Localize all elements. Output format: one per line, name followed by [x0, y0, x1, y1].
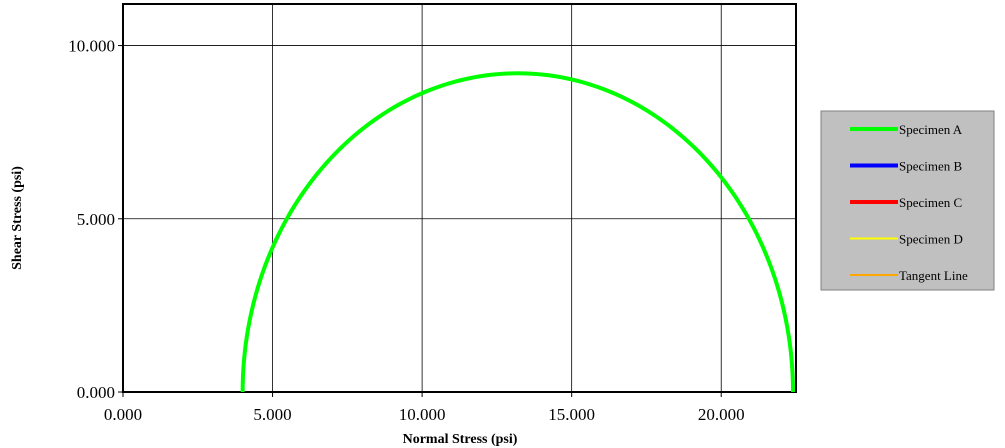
x-tick-label: 5.000	[253, 405, 291, 424]
y-tick-label: 5.000	[77, 210, 115, 229]
legend-label: Specimen B	[899, 159, 963, 174]
x-axis-ticks: 0.000 5.000 10.000 15.000 20.000	[104, 392, 745, 424]
x-axis-title: Normal Stress (psi)	[403, 432, 518, 447]
legend-label: Specimen A	[899, 122, 963, 137]
y-tick-label: 0.000	[77, 383, 115, 402]
legend-label: Specimen C	[899, 195, 962, 210]
x-tick-label: 0.000	[104, 405, 142, 424]
x-tick-label: 20.000	[698, 405, 745, 424]
y-axis-ticks: 0.000 5.000 10.000	[68, 37, 123, 402]
y-tick-label: 10.000	[68, 37, 115, 56]
grid	[123, 4, 796, 392]
legend-label: Tangent Line	[899, 268, 968, 283]
legend-label: Specimen D	[899, 232, 963, 247]
legend-box	[820, 110, 995, 291]
series-line-specimen-a	[240, 71, 796, 393]
x-tick-label: 10.000	[399, 405, 446, 424]
plot-area	[122, 3, 797, 393]
x-tick-label: 15.000	[548, 405, 595, 424]
legend: Specimen A Specimen B Specimen C Specimen D…	[820, 110, 995, 291]
series-layer	[240, 71, 796, 393]
plot-border	[122, 3, 797, 393]
y-axis-title: Shear Stress (psi)	[10, 166, 25, 270]
